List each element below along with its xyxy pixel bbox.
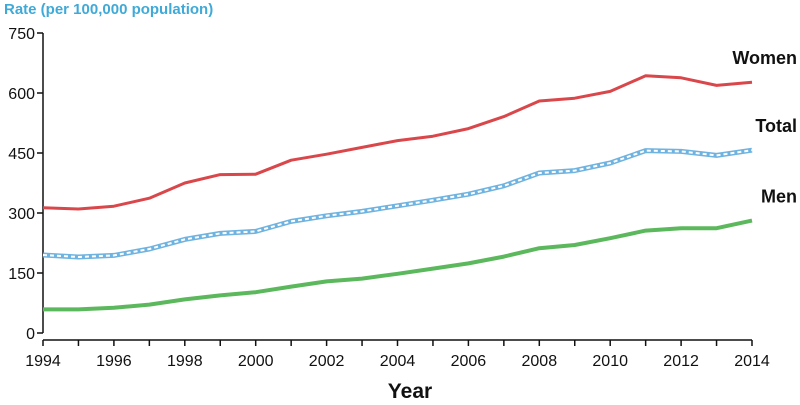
- x-tick-label: 2012: [663, 353, 699, 370]
- x-tick-label: 2010: [592, 353, 628, 370]
- x-tick-label: 2014: [734, 353, 770, 370]
- series-layer: [42, 74, 753, 312]
- series-label-women: Women: [732, 48, 797, 68]
- x-tick-label: 1996: [96, 353, 132, 370]
- x-tick-label: 2002: [309, 353, 345, 370]
- series-label-total: Total: [755, 116, 797, 136]
- x-axis-label: Year: [388, 380, 432, 403]
- x-tick-label: 2000: [238, 353, 274, 370]
- x-tick-label: 1994: [25, 353, 61, 370]
- x-tick-label: 2008: [522, 353, 558, 370]
- series-label-men: Men: [761, 187, 797, 207]
- series-labels: Women Total Men: [732, 48, 797, 206]
- y-tick-label: 300: [8, 206, 35, 223]
- series-line-total: [42, 149, 753, 258]
- series-line-total-outline: [42, 147, 753, 260]
- y-axis-label: Rate (per 100,000 population): [4, 1, 213, 18]
- y-tick-label: 600: [8, 86, 35, 103]
- y-tick-label: 150: [8, 266, 35, 283]
- x-tick-label: 2004: [380, 353, 416, 370]
- series-line-women: [42, 74, 753, 211]
- x-tick-label: 1998: [167, 353, 203, 370]
- y-tick-label: 450: [8, 146, 35, 163]
- y-tick-label: 0: [26, 326, 35, 343]
- x-tick-label: 2006: [451, 353, 487, 370]
- series-line-men: [43, 218, 753, 312]
- y-tick-label: 750: [8, 26, 35, 43]
- axes: 0 150 300 450 600 750 1994 1996 1998 2000 2002 2004…: [8, 26, 770, 370]
